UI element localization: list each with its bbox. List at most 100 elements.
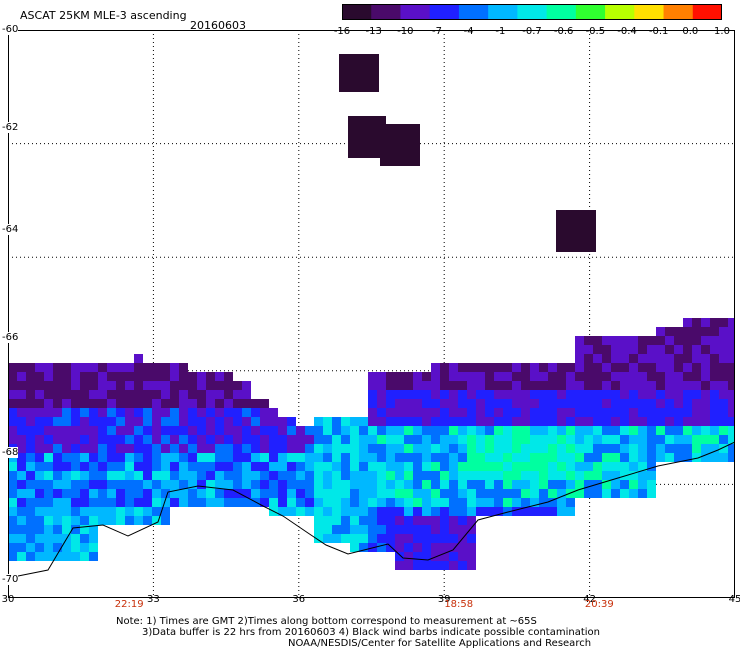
mle-cell — [206, 453, 215, 462]
mle-cell — [701, 426, 710, 435]
mle-cell — [458, 381, 467, 390]
mle-cell — [26, 390, 35, 399]
mle-cell — [503, 444, 512, 453]
mle-cell — [530, 363, 539, 372]
mle-cell — [584, 354, 593, 363]
mle-cell — [53, 399, 62, 408]
mle-cell — [89, 489, 98, 498]
mle-cell — [611, 363, 620, 372]
mle-cell — [8, 507, 17, 516]
mle-cell — [215, 435, 224, 444]
mle-cell — [692, 372, 701, 381]
mle-cell — [359, 444, 368, 453]
mle-cell — [503, 507, 512, 516]
mle-cell — [377, 462, 386, 471]
mle-cell — [458, 507, 467, 516]
mle-cell — [161, 372, 170, 381]
mle-cell — [26, 417, 35, 426]
mle-cell — [584, 372, 593, 381]
mle-cell — [278, 444, 287, 453]
mle-cell — [26, 408, 35, 417]
mle-cell — [395, 516, 404, 525]
mle-cell — [611, 345, 620, 354]
mle-cell — [431, 399, 440, 408]
mle-cell — [566, 363, 575, 372]
mle-cell — [17, 471, 26, 480]
mle-cell — [719, 444, 728, 453]
mle-cell — [332, 435, 341, 444]
mle-cell — [215, 489, 224, 498]
mle-cell — [386, 471, 395, 480]
mle-cell — [35, 426, 44, 435]
mle-cell — [494, 426, 503, 435]
mle-cell — [314, 453, 323, 462]
mle-cell — [305, 471, 314, 480]
mle-cell — [197, 471, 206, 480]
mle-cell — [548, 399, 557, 408]
mle-cell — [332, 471, 341, 480]
mle-cell — [152, 435, 161, 444]
mle-cell — [386, 462, 395, 471]
mle-cell — [44, 417, 53, 426]
mle-cell — [53, 552, 62, 561]
mle-cell — [530, 444, 539, 453]
mle-cell — [143, 489, 152, 498]
mle-cell — [629, 462, 638, 471]
mle-map — [8, 30, 735, 598]
mle-cell — [494, 471, 503, 480]
mle-cell — [620, 462, 629, 471]
mle-cell — [548, 363, 557, 372]
mle-cell — [170, 435, 179, 444]
mle-cell — [107, 516, 116, 525]
mle-cell — [134, 516, 143, 525]
mle-cell — [179, 426, 188, 435]
mle-cell — [224, 399, 233, 408]
mle-cell — [188, 489, 197, 498]
mle-cell — [431, 561, 440, 570]
mle-cell — [332, 453, 341, 462]
mle-cell — [26, 525, 35, 534]
mle-cell — [476, 381, 485, 390]
mle-cell — [206, 372, 215, 381]
mle-cell — [404, 534, 413, 543]
mle-cell — [485, 444, 494, 453]
mle-cell — [278, 471, 287, 480]
mle-cell — [647, 471, 656, 480]
mle-cell — [197, 480, 206, 489]
mle-cell — [242, 381, 251, 390]
mle-cell — [368, 507, 377, 516]
mle-cell — [179, 480, 188, 489]
mle-cell — [71, 390, 80, 399]
mle-cell — [323, 534, 332, 543]
mle-cell — [656, 453, 665, 462]
mle-cell — [377, 471, 386, 480]
mle-cell — [296, 471, 305, 480]
mle-cell — [377, 453, 386, 462]
mle-cell — [485, 462, 494, 471]
mle-cell — [467, 417, 476, 426]
mle-cell — [323, 462, 332, 471]
mle-cell — [647, 408, 656, 417]
mle-cell — [44, 489, 53, 498]
mle-cell — [233, 381, 242, 390]
mle-cell — [89, 453, 98, 462]
mle-cell — [719, 381, 728, 390]
mle-cell — [53, 417, 62, 426]
mle-cell — [323, 426, 332, 435]
mle-cell — [80, 453, 89, 462]
mle-cell — [179, 399, 188, 408]
mle-cell — [683, 399, 692, 408]
mle-cell — [539, 462, 548, 471]
mle-cell — [521, 444, 530, 453]
mle-cell — [152, 453, 161, 462]
mle-cell — [323, 489, 332, 498]
mle-cell — [683, 444, 692, 453]
mle-cell — [404, 426, 413, 435]
mle-cell — [62, 408, 71, 417]
mle-cell — [125, 480, 134, 489]
mle-cell — [98, 507, 107, 516]
mle-cell — [530, 399, 539, 408]
mle-cell — [296, 498, 305, 507]
mle-cell — [458, 363, 467, 372]
mle-cell — [188, 399, 197, 408]
